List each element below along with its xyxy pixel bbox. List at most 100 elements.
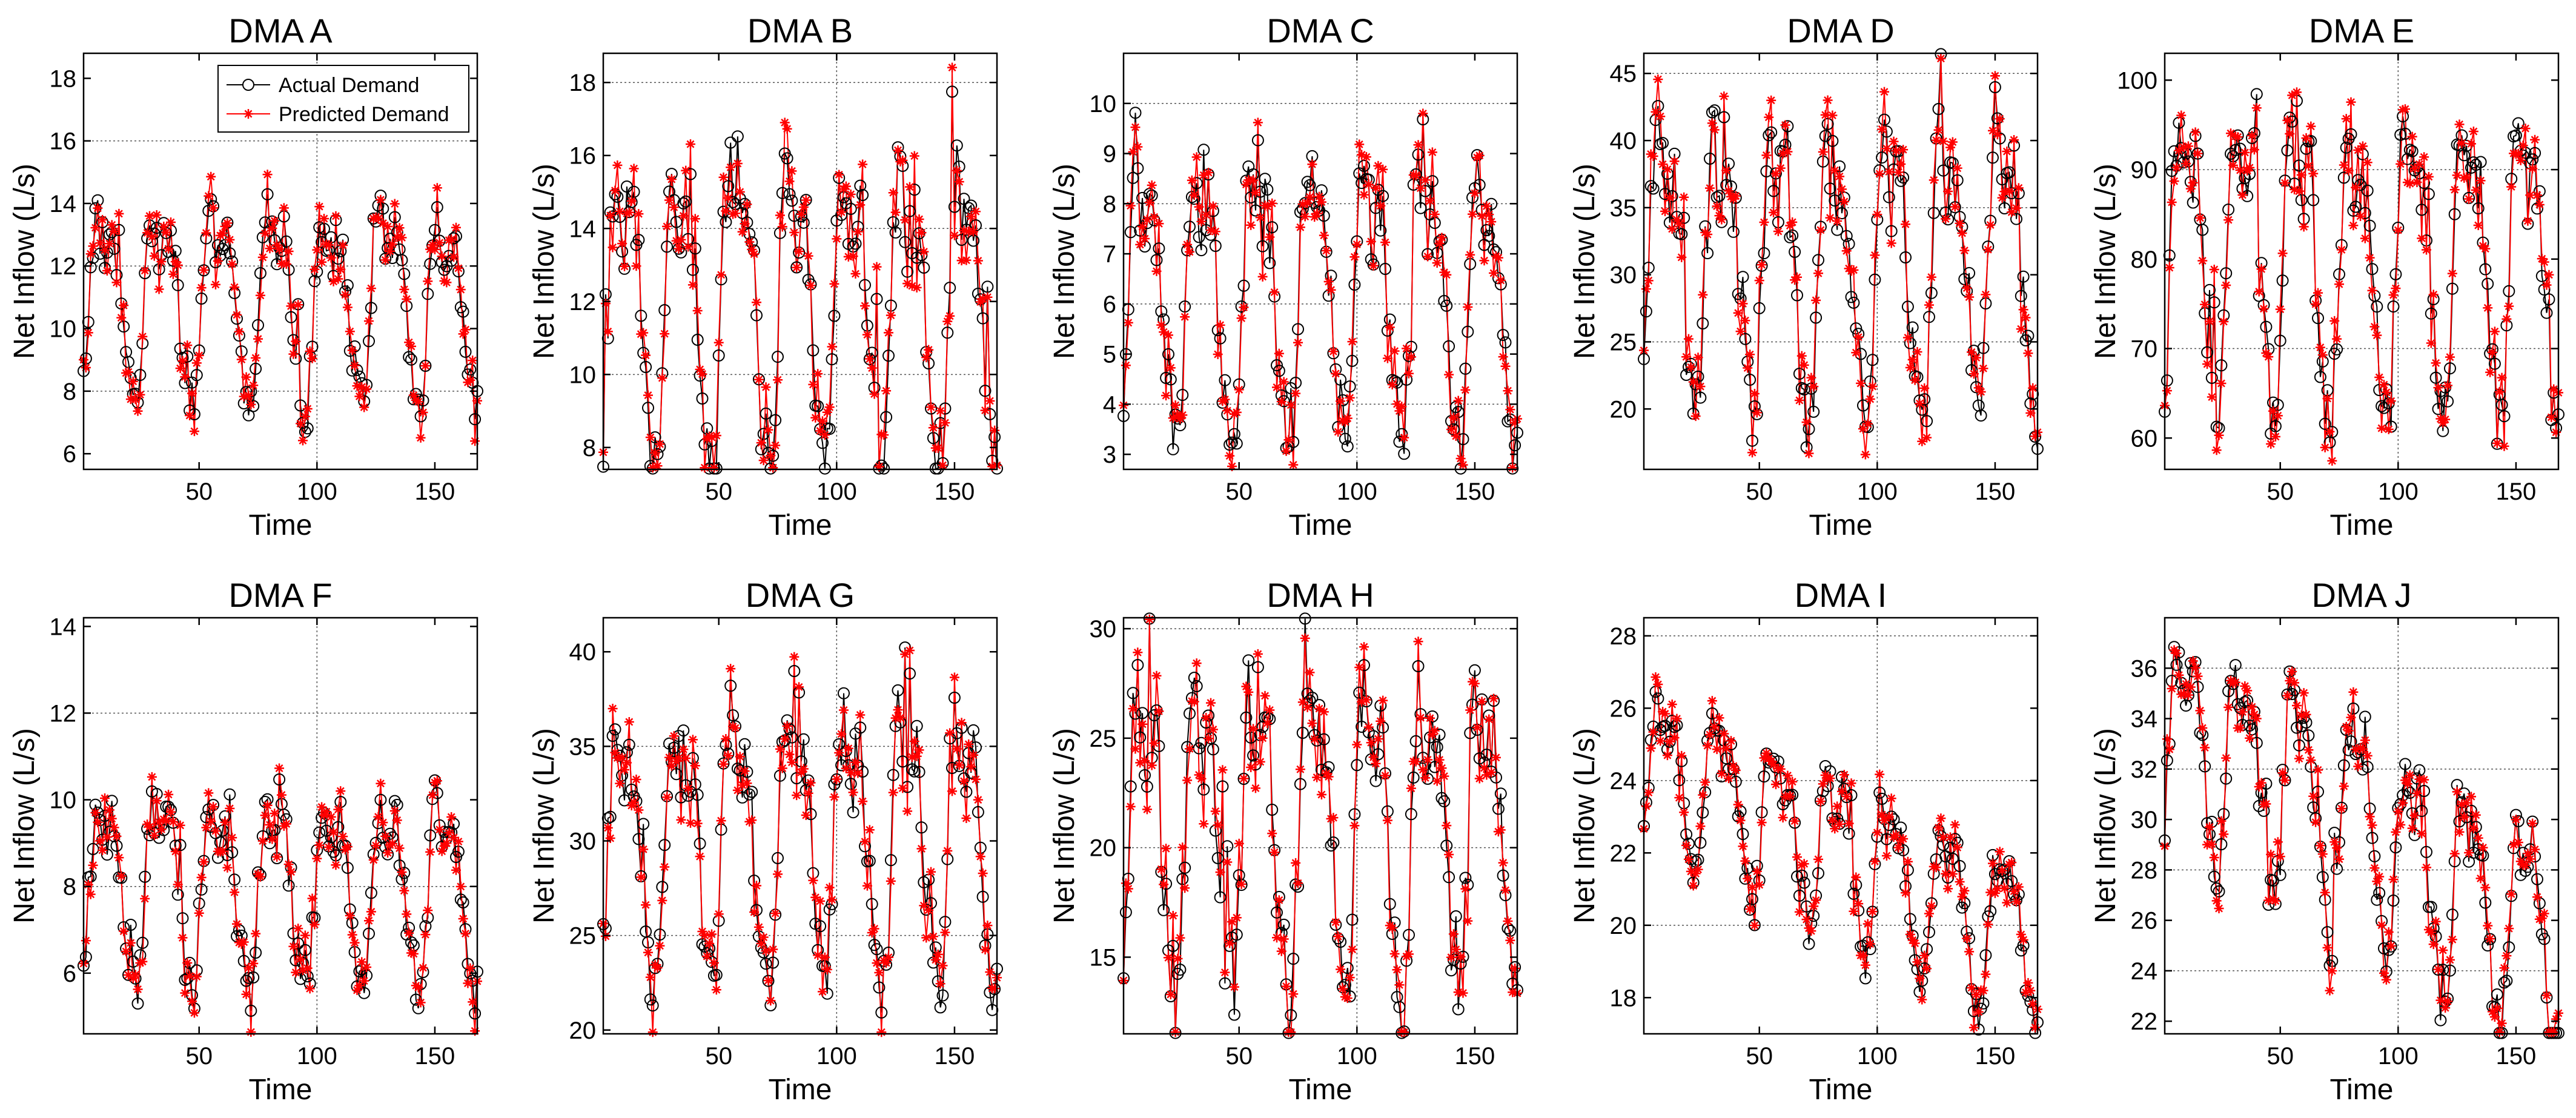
point-actual — [2495, 399, 2508, 411]
point-predicted — [2353, 761, 2363, 772]
point-predicted — [455, 881, 466, 891]
point-predicted — [935, 406, 945, 416]
point-predicted — [1902, 332, 1913, 343]
point-actual — [720, 216, 732, 228]
point-predicted — [1769, 207, 1779, 217]
point-predicted — [2325, 985, 2335, 996]
point-predicted — [1267, 829, 1277, 839]
point-predicted — [605, 210, 615, 220]
point-predicted — [2219, 316, 2229, 326]
point-predicted — [1836, 184, 1847, 194]
point-actual — [710, 462, 723, 475]
point-actual — [654, 928, 666, 941]
point-actual — [1921, 415, 1933, 428]
point-actual — [642, 402, 654, 414]
point-actual — [1795, 382, 1808, 394]
point-actual — [772, 852, 784, 864]
point-predicted — [687, 735, 698, 745]
point-predicted — [2400, 104, 2411, 114]
point-predicted — [2247, 702, 2257, 712]
point-actual — [2345, 128, 2357, 141]
point-predicted — [1752, 866, 1762, 876]
point-predicted — [371, 212, 381, 222]
point-predicted — [2520, 860, 2531, 870]
point-predicted — [1877, 124, 1887, 134]
point-actual — [1737, 271, 1749, 283]
point-actual — [223, 788, 236, 801]
point-predicted — [666, 761, 677, 771]
point-actual — [1483, 230, 1495, 242]
point-predicted — [154, 817, 164, 827]
point-predicted — [2466, 139, 2476, 149]
point-predicted — [420, 360, 431, 371]
point-predicted — [829, 792, 839, 802]
point-predicted — [1151, 670, 1162, 681]
point-predicted — [1246, 762, 1256, 773]
point-predicted — [2509, 839, 2519, 850]
point-predicted — [860, 300, 870, 311]
point-predicted — [615, 207, 625, 216]
point-predicted — [1783, 770, 1793, 781]
y-tick-label: 8 — [63, 379, 76, 405]
point-predicted — [336, 264, 346, 274]
point-predicted — [1213, 349, 1223, 360]
point-predicted — [1747, 882, 1758, 893]
point-predicted — [1399, 432, 1409, 443]
point-predicted — [2251, 103, 2262, 113]
legend-label-predicted: Predicted Demand — [279, 103, 449, 126]
point-predicted — [1743, 873, 1753, 884]
point-predicted — [1943, 884, 1953, 894]
x-ticks: 50 100 150 — [705, 618, 975, 1070]
point-actual — [724, 136, 737, 149]
point-predicted — [1199, 170, 1209, 180]
point-predicted — [1270, 847, 1280, 858]
point-actual — [950, 139, 963, 152]
y-tick-label: 26 — [2131, 908, 2158, 934]
point-predicted — [2004, 186, 2015, 196]
point-predicted — [1884, 812, 1894, 822]
point-predicted — [638, 328, 649, 338]
point-actual — [1812, 867, 1824, 879]
point-actual — [762, 974, 775, 987]
point-predicted — [2190, 127, 2200, 137]
point-predicted — [1387, 923, 1397, 933]
point-actual — [2208, 870, 2220, 883]
point-actual — [1193, 231, 1205, 243]
point-predicted — [1123, 884, 1133, 894]
point-predicted — [1703, 230, 1713, 240]
point-predicted — [2211, 445, 2222, 455]
point-predicted — [862, 329, 872, 340]
point-actual — [746, 786, 758, 798]
point-actual — [2503, 285, 2515, 297]
point-actual — [1987, 151, 1999, 164]
point-predicted — [2452, 170, 2462, 180]
point-predicted — [413, 397, 423, 407]
point-predicted — [234, 326, 244, 337]
point-actual — [661, 240, 674, 253]
point-actual — [826, 353, 838, 366]
point-predicted — [768, 944, 778, 954]
point-predicted — [1305, 192, 1315, 202]
point-predicted — [1959, 885, 1970, 896]
point-actual — [2399, 127, 2411, 140]
point-predicted — [1345, 973, 1355, 983]
point-actual — [1480, 749, 1493, 761]
y-tick-label: 24 — [1610, 768, 1637, 795]
point-predicted — [246, 399, 256, 409]
point-predicted — [2299, 222, 2309, 232]
point-predicted — [1170, 1027, 1180, 1037]
point-actual — [1859, 972, 1872, 985]
point-predicted — [2311, 299, 2321, 309]
point-actual — [398, 867, 411, 879]
point-actual — [301, 422, 314, 435]
point-actual — [1184, 220, 1196, 233]
point-predicted — [2341, 114, 2351, 124]
point-predicted — [397, 867, 407, 878]
point-actual — [760, 407, 772, 420]
point-predicted — [225, 803, 235, 813]
point-actual — [1963, 266, 1976, 279]
point-predicted — [2290, 184, 2300, 194]
point-predicted — [1881, 144, 1892, 154]
point-predicted — [434, 824, 445, 835]
